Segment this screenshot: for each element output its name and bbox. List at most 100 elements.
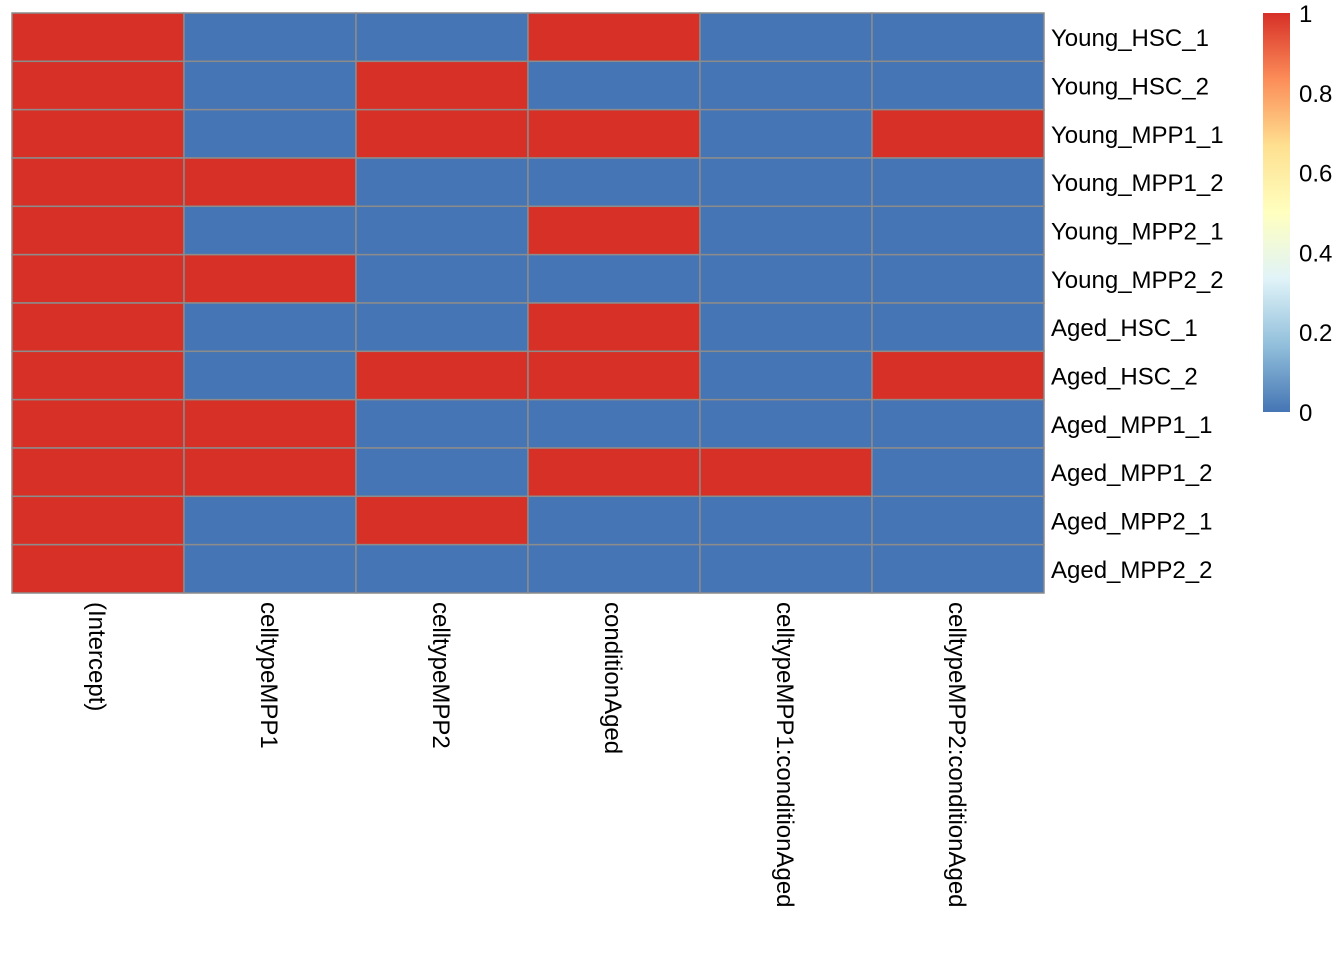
heatmap-cell (183, 12, 357, 63)
heatmap-cell (355, 350, 529, 401)
heatmap-cell (871, 157, 1045, 208)
heatmap-cell (527, 495, 701, 546)
heatmap-cell (871, 60, 1045, 111)
heatmap-cell (183, 495, 357, 546)
heatmap-cell (11, 108, 185, 159)
heatmap-cell (183, 60, 357, 111)
legend-tick-label: 0.6 (1299, 161, 1332, 188)
heatmap-cell (699, 157, 873, 208)
heatmap-cell (699, 447, 873, 498)
column-label: celltypeMPP2:conditionAged (943, 602, 970, 908)
row-label: Aged_HSC_2 (1051, 364, 1198, 391)
heatmap-cell (871, 12, 1045, 63)
heatmap-cell (355, 398, 529, 449)
heatmap-cell (871, 350, 1045, 401)
heatmap-cell (355, 447, 529, 498)
heatmap-cell (527, 157, 701, 208)
row-label: Young_MPP1_2 (1051, 170, 1224, 197)
row-label: Young_MPP2_2 (1051, 267, 1224, 294)
heatmap-cell (183, 108, 357, 159)
column-label: (Intercept) (83, 602, 110, 711)
heatmap-cell (183, 205, 357, 256)
heatmap-cell (527, 398, 701, 449)
heatmap-cell (871, 302, 1045, 353)
column-label: conditionAged (599, 602, 626, 754)
heatmap-cell (11, 60, 185, 111)
row-labels: Young_HSC_1 Young_HSC_2 Young_MPP1_1 Young_… (1051, 25, 1224, 584)
column-label: celltypeMPP1:conditionAged (771, 602, 798, 908)
heatmap-cell (527, 108, 701, 159)
heatmap-cell (527, 205, 701, 256)
heatmap-cell (355, 495, 529, 546)
heatmap-cell (183, 302, 357, 353)
heatmap-cell (699, 60, 873, 111)
heatmap-cell (527, 350, 701, 401)
heatmap-cell (699, 12, 873, 63)
heatmap-cell (355, 302, 529, 353)
heatmap-cell (355, 157, 529, 208)
heatmap-cell (355, 108, 529, 159)
heatmap-cell (871, 253, 1045, 304)
row-label: Young_MPP1_1 (1051, 122, 1224, 149)
legend-tick-label: 1 (1299, 1, 1312, 28)
heatmap-cell (355, 12, 529, 63)
heatmap-cell (699, 495, 873, 546)
heatmap-cell (11, 253, 185, 304)
row-label: Aged_MPP2_2 (1051, 557, 1212, 584)
heatmap-cell (699, 302, 873, 353)
legend-tick-label: 0.2 (1299, 320, 1332, 347)
row-label: Aged_MPP2_1 (1051, 509, 1212, 536)
color-legend: 0 0.2 0.4 0.6 0.8 1 (1263, 1, 1332, 427)
heatmap-cell (699, 205, 873, 256)
row-label: Aged_MPP1_2 (1051, 460, 1212, 487)
row-label: Young_HSC_1 (1051, 25, 1209, 52)
row-label: Aged_HSC_1 (1051, 315, 1198, 342)
heatmap-cell (355, 253, 529, 304)
heatmap-cell (527, 447, 701, 498)
heatmap-cell (527, 253, 701, 304)
heatmap-cell (871, 543, 1045, 594)
heatmap-cell (527, 302, 701, 353)
heatmap-cell (11, 398, 185, 449)
row-label: Young_MPP2_1 (1051, 219, 1224, 246)
heatmap-cell (183, 447, 357, 498)
legend-tick-label: 0.4 (1299, 240, 1332, 267)
heatmap-cells (11, 12, 1045, 594)
heatmap-cell (355, 543, 529, 594)
heatmap-cell (11, 302, 185, 353)
column-label: celltypeMPP2 (427, 602, 454, 749)
heatmap-cell (355, 60, 529, 111)
heatmap-cell (699, 253, 873, 304)
heatmap-cell (183, 350, 357, 401)
column-label: celltypeMPP1 (255, 602, 282, 749)
legend-tick-label: 0 (1299, 400, 1312, 427)
legend-ticks: 0 0.2 0.4 0.6 0.8 1 (1299, 1, 1332, 427)
heatmap-cell (183, 253, 357, 304)
heatmap-cell (11, 12, 185, 63)
heatmap-cell (699, 350, 873, 401)
legend-color-bar (1263, 13, 1290, 412)
heatmap-cell (527, 60, 701, 111)
heatmap-cell (699, 108, 873, 159)
heatmap-cell (183, 543, 357, 594)
heatmap-cell (183, 398, 357, 449)
row-label: Aged_MPP1_1 (1051, 412, 1212, 439)
heatmap-cell (871, 108, 1045, 159)
heatmap-cell (871, 205, 1045, 256)
legend-tick-label: 0.8 (1299, 81, 1332, 108)
row-label: Young_HSC_2 (1051, 74, 1209, 101)
heatmap-cell (527, 12, 701, 63)
heatmap-cell (699, 543, 873, 594)
heatmap-cell (11, 495, 185, 546)
heatmap-cell (355, 205, 529, 256)
heatmap-cell (11, 350, 185, 401)
heatmap-cell (11, 205, 185, 256)
heatmap-cell (11, 447, 185, 498)
heatmap-cell (527, 543, 701, 594)
heatmap-cell (183, 157, 357, 208)
column-labels: (Intercept) celltypeMPP1 celltypeMPP2 condi… (83, 602, 970, 908)
heatmap-cell (699, 398, 873, 449)
heatmap-cell (871, 495, 1045, 546)
heatmap-cell (11, 543, 185, 594)
